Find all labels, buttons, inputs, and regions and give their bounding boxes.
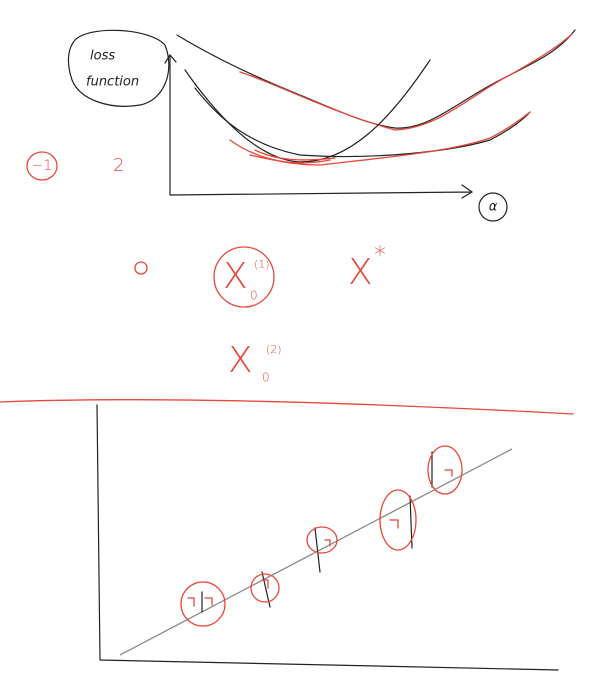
divider xyxy=(0,399,574,415)
label: −1 xyxy=(32,158,53,174)
curve xyxy=(194,87,531,158)
curve xyxy=(176,29,576,129)
stroke xyxy=(180,581,226,627)
alpha-circle xyxy=(478,192,508,222)
circle xyxy=(26,151,58,181)
curve xyxy=(239,33,573,131)
label: 0 xyxy=(250,289,258,303)
label: 2 xyxy=(113,155,124,176)
label: (1) xyxy=(254,258,270,271)
stroke xyxy=(187,469,453,607)
residuals xyxy=(180,445,463,627)
dot xyxy=(134,261,148,275)
stroke xyxy=(379,489,417,551)
label: (2) xyxy=(266,343,282,356)
axes xyxy=(96,404,559,671)
stroke xyxy=(201,451,433,613)
stroke xyxy=(306,526,338,554)
scribble xyxy=(249,149,336,164)
label: X xyxy=(223,256,248,297)
label: α xyxy=(489,200,498,215)
curve xyxy=(184,59,431,163)
label: 0 xyxy=(262,371,270,385)
label: X xyxy=(348,252,373,293)
label: function xyxy=(86,75,139,90)
label: * xyxy=(374,241,386,269)
label: loss xyxy=(90,49,115,64)
axes xyxy=(164,53,474,199)
stroke xyxy=(427,445,463,495)
label: X xyxy=(228,340,253,381)
bubble xyxy=(67,29,170,107)
circle xyxy=(213,246,275,308)
stroke xyxy=(250,573,280,603)
